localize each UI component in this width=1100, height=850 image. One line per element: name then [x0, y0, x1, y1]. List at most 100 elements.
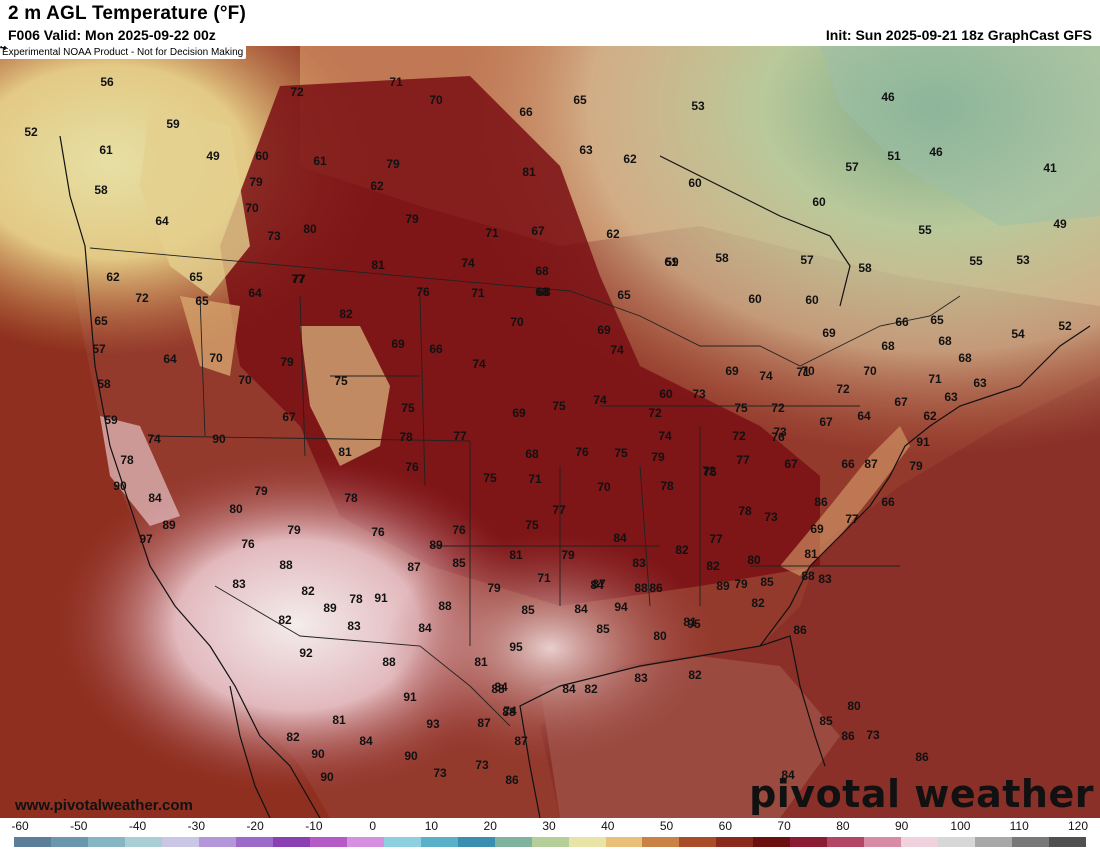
temperature-value-label: 69: [810, 522, 824, 536]
temperature-map[interactable]: Experimental NOAA Product - Not for Deci…: [0, 46, 1100, 818]
temperature-value-label: 71: [928, 372, 942, 386]
temperature-value-label: 60: [805, 293, 819, 307]
colorbar-segment: [1049, 837, 1087, 847]
colorbar-segment: [679, 837, 717, 847]
temperature-value-label: 41: [1043, 161, 1057, 175]
temperature-value-label: 83: [634, 671, 648, 685]
temperature-value-label: 69: [597, 323, 611, 337]
temperature-value-label: 82: [675, 543, 689, 557]
temperature-value-label: 84: [359, 734, 373, 748]
temperature-value-label: 60: [659, 387, 673, 401]
temperature-value-label: 55: [969, 254, 983, 268]
temperature-value-label: 65: [930, 313, 944, 327]
temperature-value-label: 85: [452, 556, 466, 570]
temperature-value-label: 87: [592, 577, 606, 591]
colorbar-segment: [864, 837, 902, 847]
colorbar-segment: [568, 837, 606, 847]
temperature-value-label: 76: [371, 525, 385, 539]
temperature-value-label: 81: [683, 615, 697, 629]
temperature-value-label: 85: [760, 575, 774, 589]
temperature-value-label: 86: [793, 623, 807, 637]
temperature-value-label: 74: [658, 429, 672, 443]
temperature-value-label: 89: [162, 518, 176, 532]
temperature-value-label: 70: [238, 373, 252, 387]
temperature-value-label: 81: [474, 655, 488, 669]
temperature-value-label: 86: [649, 581, 663, 595]
temperature-value-label: 83: [818, 572, 832, 586]
temperature-value-label: 67: [531, 224, 545, 238]
temperature-value-label: 62: [623, 152, 637, 166]
colorbar-segment: [50, 837, 88, 847]
temperature-value-label: 88: [279, 558, 293, 572]
map-canvas: [0, 46, 1100, 818]
temperature-value-label: 70: [510, 315, 524, 329]
temperature-value-label: 67: [282, 410, 296, 424]
temperature-value-label: 68: [535, 264, 549, 278]
temperature-value-label: 72: [836, 382, 850, 396]
temperature-value-label: 83: [632, 556, 646, 570]
temperature-value-label: 79: [405, 212, 419, 226]
colorbar-segment: [716, 837, 754, 847]
temperature-value-label: 52: [24, 125, 38, 139]
temperature-value-label: 65: [189, 270, 203, 284]
temperature-value-label: 90: [311, 747, 325, 761]
colorbar-tick-label: 0: [369, 819, 376, 833]
colorbar-segment: [901, 837, 939, 847]
temperature-value-label: 72: [732, 429, 746, 443]
temperature-value-label: 73: [475, 758, 489, 772]
temperature-value-label: 81: [332, 713, 346, 727]
temperature-value-label: 68: [938, 334, 952, 348]
temperature-value-label: 79: [561, 548, 575, 562]
temperature-value-label: 82: [301, 584, 315, 598]
temperature-value-label: 54: [1011, 327, 1025, 341]
temperature-value-label: 77: [552, 503, 566, 517]
temperature-value-label: 57: [800, 253, 814, 267]
temperature-value-label: 88: [634, 581, 648, 595]
temperature-value-label: 82: [278, 613, 292, 627]
colorbar-segment: [827, 837, 865, 847]
temperature-value-label: 88: [491, 682, 505, 696]
temperature-value-label: 83: [347, 619, 361, 633]
temperature-value-label: 87: [514, 734, 528, 748]
temperature-value-label: 76: [771, 430, 785, 444]
colorbar-tick-label: 110: [1009, 819, 1029, 833]
temperature-value-label: 87: [407, 560, 421, 574]
watermark-url: www.pivotalweather.com: [15, 797, 193, 814]
colorbar-segment: [235, 837, 273, 847]
temperature-value-label: 52: [1058, 319, 1072, 333]
temperature-value-label: 73: [433, 766, 447, 780]
temperature-value-label: 56: [100, 75, 114, 89]
temperature-value-label: 73: [866, 728, 880, 742]
temperature-value-label: 68: [881, 339, 895, 353]
colorbar-tick-label: 10: [424, 819, 439, 833]
temperature-value-label: 74: [503, 704, 517, 718]
temperature-value-label: 86: [841, 729, 855, 743]
colorbar-segment: [420, 837, 458, 847]
temperature-value-label: 81: [522, 165, 536, 179]
temperature-value-label: 68: [537, 285, 551, 299]
temperature-value-label: 73: [267, 229, 281, 243]
temperature-value-label: 79: [254, 484, 268, 498]
temperature-value-label: 81: [338, 445, 352, 459]
temperature-value-label: 60: [255, 149, 269, 163]
temperature-value-label: 78: [738, 504, 752, 518]
temperature-value-label: 81: [804, 547, 818, 561]
map-title: 2 m AGL Temperature (°F): [8, 3, 246, 24]
temperature-value-label: 51: [887, 149, 901, 163]
colorbar-segment: [642, 837, 680, 847]
temperature-value-label: 84: [613, 531, 627, 545]
temperature-value-label: 74: [472, 357, 486, 371]
temperature-value-label: 89: [429, 538, 443, 552]
colorbar-tick-label: 100: [950, 819, 971, 833]
colorbar-segment: [124, 837, 162, 847]
temperature-value-label: 63: [944, 390, 958, 404]
temperature-value-label: 70: [245, 201, 259, 215]
temperature-value-label: 71: [485, 226, 499, 240]
temperature-value-label: 76: [241, 537, 255, 551]
temperature-value-label: 72: [290, 85, 304, 99]
temperature-value-label: 75: [734, 401, 748, 415]
temperature-value-label: 90: [113, 479, 127, 493]
temperature-value-label: 73: [764, 510, 778, 524]
colorbar-tick-label: 40: [601, 819, 615, 833]
temperature-value-label: 84: [781, 768, 795, 782]
